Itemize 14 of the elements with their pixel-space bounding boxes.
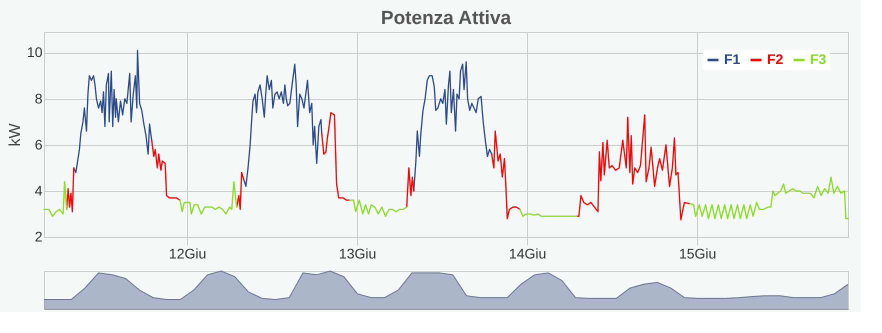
y-tick-label: 2 xyxy=(34,228,43,244)
x-tick-label: 13Giu xyxy=(338,246,376,262)
y-tick-label: 6 xyxy=(34,136,43,152)
chart-title: Potenza Attiva xyxy=(380,8,512,29)
legend-label: F1 xyxy=(724,51,741,67)
y-tick-label: 8 xyxy=(34,90,43,106)
x-tick-label: 14Giu xyxy=(508,246,546,262)
legend-label: F3 xyxy=(810,51,827,67)
y-axis-title: kW xyxy=(6,122,24,147)
legend-label: F2 xyxy=(767,51,784,67)
x-tick-label: 12Giu xyxy=(168,246,206,262)
x-tick-label: 15Giu xyxy=(678,246,716,262)
y-tick-label: 10 xyxy=(26,44,43,60)
y-tick-label: 4 xyxy=(34,182,43,198)
